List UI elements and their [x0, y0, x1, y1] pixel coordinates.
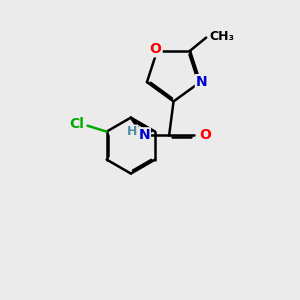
Text: Cl: Cl — [69, 117, 84, 131]
Text: N: N — [138, 128, 150, 142]
Text: N: N — [196, 75, 207, 89]
Text: O: O — [200, 128, 211, 142]
Text: H: H — [127, 125, 137, 138]
Text: O: O — [150, 42, 162, 56]
Text: CH₃: CH₃ — [209, 30, 234, 43]
